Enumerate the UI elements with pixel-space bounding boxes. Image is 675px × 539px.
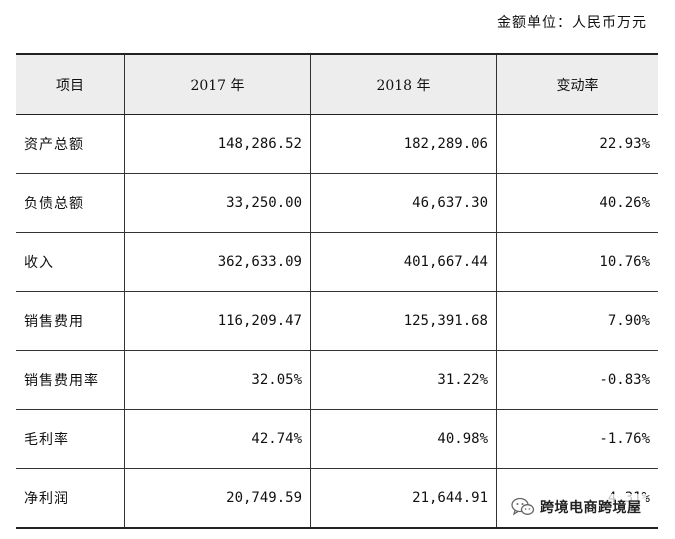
header-change-rate: 变动率 bbox=[496, 54, 658, 115]
cell-change-rate: -0.83% bbox=[496, 350, 658, 410]
header-2018: 2018 年 bbox=[310, 54, 497, 115]
cell-2017: 148,286.52 bbox=[124, 114, 311, 174]
financial-table: 项目 2017 年 2018 年 变动率 资产总额 148,286.52 182… bbox=[16, 53, 658, 529]
cell-change-rate: 10.76% bbox=[496, 232, 658, 292]
table-header-row: 项目 2017 年 2018 年 变动率 bbox=[16, 54, 658, 115]
cell-2017: 42.74% bbox=[124, 409, 311, 469]
cell-2018: 182,289.06 bbox=[310, 114, 497, 174]
row-label: 毛利率 bbox=[16, 409, 125, 469]
cell-2017: 33,250.00 bbox=[124, 173, 311, 233]
row-label: 销售费用 bbox=[16, 291, 125, 351]
table-row: 负债总额 33,250.00 46,637.30 40.26% bbox=[16, 173, 658, 233]
header-2017: 2017 年 bbox=[124, 54, 311, 115]
cell-2017: 116,209.47 bbox=[124, 291, 311, 351]
row-label: 销售费用率 bbox=[16, 350, 125, 410]
table-row: 收入 362,633.09 401,667.44 10.76% bbox=[16, 232, 658, 292]
header-item: 项目 bbox=[16, 54, 125, 115]
cell-change-rate: -1.76% bbox=[496, 409, 658, 469]
cell-2018: 31.22% bbox=[310, 350, 497, 410]
table-row: 销售费用 116,209.47 125,391.68 7.90% bbox=[16, 291, 658, 351]
cell-2018: 46,637.30 bbox=[310, 173, 497, 233]
watermark: 跨境电商跨境屋 bbox=[509, 494, 646, 520]
table-row: 资产总额 148,286.52 182,289.06 22.93% bbox=[16, 114, 658, 174]
wechat-icon bbox=[511, 497, 535, 516]
table-row: 毛利率 42.74% 40.98% -1.76% bbox=[16, 409, 658, 469]
table-row: 销售费用率 32.05% 31.22% -0.83% bbox=[16, 350, 658, 410]
row-label: 收入 bbox=[16, 232, 125, 292]
cell-2017: 20,749.59 bbox=[124, 468, 311, 528]
cell-change-rate: 40.26% bbox=[496, 173, 658, 233]
cell-2017: 362,633.09 bbox=[124, 232, 311, 292]
row-label: 资产总额 bbox=[16, 114, 125, 174]
unit-label: 金额单位：人民币万元 bbox=[497, 15, 647, 31]
cell-2018: 125,391.68 bbox=[310, 291, 497, 351]
row-label: 负债总额 bbox=[16, 173, 125, 233]
cell-change-rate: 7.90% bbox=[496, 291, 658, 351]
cell-2017: 32.05% bbox=[124, 350, 311, 410]
row-label: 净利润 bbox=[24, 491, 69, 507]
cell-change-rate: 22.93% bbox=[496, 114, 658, 174]
cell-2018: 401,667.44 bbox=[310, 232, 497, 292]
cell-2018: 40.98% bbox=[310, 409, 497, 469]
watermark-text: 跨境电商跨境屋 bbox=[540, 500, 642, 516]
cell-2018: 21,644.91 bbox=[310, 468, 497, 528]
